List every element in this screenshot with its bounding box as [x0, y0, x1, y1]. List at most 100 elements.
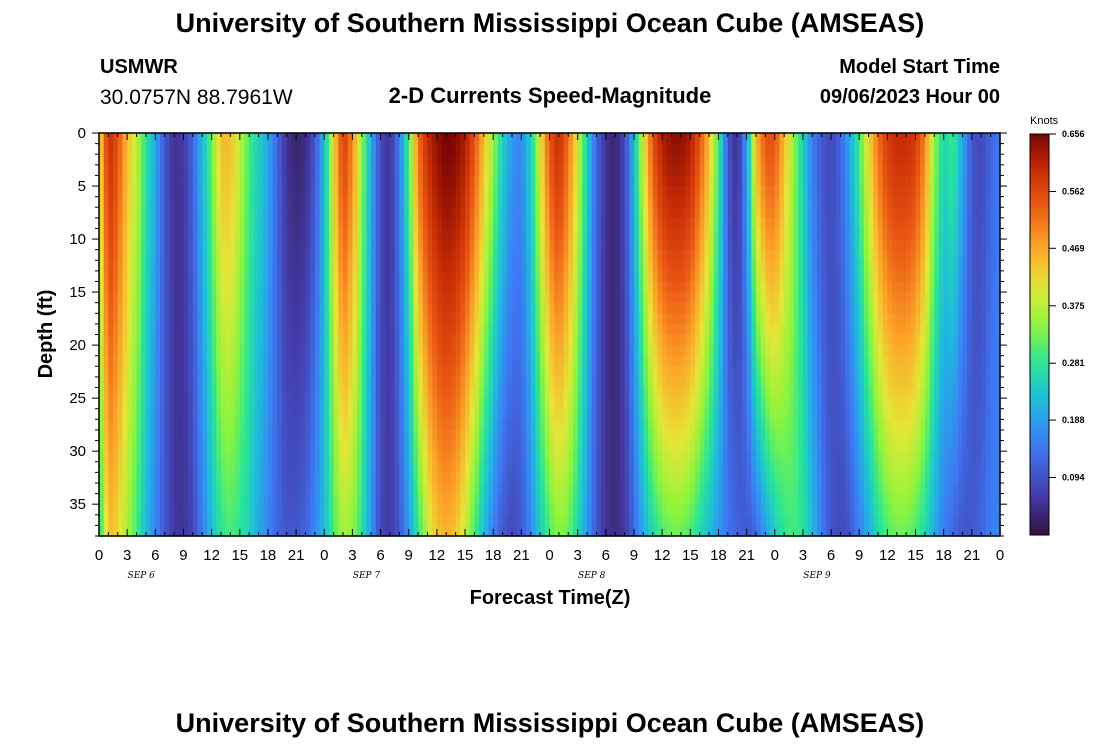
heat-cell — [253, 239, 260, 251]
heat-cell — [371, 260, 377, 272]
heat-cell — [591, 217, 598, 230]
heat-cell — [488, 323, 494, 336]
heat-cell — [591, 482, 598, 495]
heat-cell — [450, 355, 457, 367]
heat-cell — [549, 419, 555, 431]
heat-cell — [615, 504, 621, 516]
heat-cell — [333, 249, 339, 261]
heat-cell — [450, 493, 457, 505]
heat-cell — [479, 196, 485, 208]
heat-cell — [314, 345, 321, 357]
heat-cell — [577, 186, 583, 198]
heat-cell — [169, 355, 175, 367]
heat-cell — [657, 281, 663, 293]
heat-cell — [441, 196, 447, 208]
heat-cell — [413, 196, 419, 208]
heat-cell — [709, 461, 715, 473]
heat-cell — [521, 376, 527, 389]
heat-cell — [699, 196, 705, 208]
heat-cell — [371, 207, 377, 219]
heat-cell — [314, 408, 321, 420]
heat-cell — [516, 228, 522, 240]
heat-cell — [582, 408, 588, 420]
heat-cell — [413, 429, 419, 442]
heat-cell — [253, 451, 260, 463]
heat-cell — [216, 398, 222, 410]
heat-cell — [145, 186, 152, 198]
heat-cell — [150, 472, 156, 484]
heat-cell — [300, 196, 307, 208]
heat-cell — [605, 239, 612, 251]
heat-cell — [380, 175, 386, 187]
heat-cell — [183, 493, 189, 505]
heat-cell — [117, 355, 124, 367]
heat-cell — [202, 302, 208, 314]
heat-cell — [615, 514, 621, 526]
heat-cell — [540, 175, 546, 187]
heat-cell — [694, 217, 701, 230]
heat-cell — [361, 260, 368, 272]
heat-cell — [319, 345, 325, 357]
heat-cell — [145, 313, 152, 325]
heat-cell — [516, 334, 522, 346]
heat-cell — [347, 398, 353, 410]
heat-cell — [605, 313, 612, 325]
heat-cell — [483, 345, 490, 357]
heat-cell — [648, 504, 654, 516]
heat-cell — [511, 398, 518, 410]
heat-cell — [389, 514, 396, 526]
heat-cell — [174, 281, 180, 293]
heat-cell — [436, 292, 443, 304]
heat-cell — [155, 239, 161, 251]
heat-cell — [511, 355, 518, 367]
heat-cell — [352, 186, 358, 198]
heat-cell — [483, 461, 490, 473]
heat-cell — [511, 249, 518, 261]
heat-cell — [460, 323, 466, 336]
heat-cell — [530, 292, 537, 304]
heat-cell — [493, 514, 499, 526]
heat-cell — [638, 323, 644, 336]
heat-cell — [694, 249, 701, 261]
heat-cell — [174, 482, 180, 495]
heat-cell — [511, 440, 518, 452]
heat-cell — [366, 292, 372, 304]
heat-cell — [432, 387, 438, 399]
heat-cell — [633, 196, 640, 208]
heat-cell — [291, 419, 297, 431]
heat-cell — [155, 345, 161, 357]
heat-cell — [188, 376, 194, 389]
heat-cell — [108, 292, 114, 304]
heat-cell — [314, 217, 321, 230]
heat-cell — [375, 440, 382, 452]
heat-cell — [221, 143, 227, 155]
heat-cell — [314, 175, 321, 187]
heat-cell — [511, 493, 518, 505]
heat-cell — [427, 323, 433, 336]
heat-cell — [366, 376, 372, 389]
heat-cell — [460, 281, 466, 293]
heat-cell — [174, 292, 180, 304]
heat-cell — [192, 186, 199, 198]
heat-cell — [591, 440, 598, 452]
heat-cell — [267, 175, 274, 187]
heat-cell — [418, 440, 424, 452]
heat-cell — [300, 451, 307, 463]
heat-cell — [286, 525, 292, 537]
heat-cell — [483, 514, 490, 526]
heat-cell — [239, 186, 246, 198]
heat-cell — [432, 525, 438, 537]
heat-cell — [352, 228, 358, 240]
heat-cell — [601, 514, 607, 526]
heat-cell — [709, 482, 715, 495]
heat-cell — [99, 217, 105, 230]
heat-cell — [282, 376, 288, 389]
heat-cell — [389, 249, 396, 261]
heat-cell — [483, 281, 490, 293]
heat-cell — [122, 493, 128, 505]
heat-cell — [587, 440, 593, 452]
heat-cell — [103, 164, 109, 177]
heat-cell — [563, 366, 569, 378]
heat-cell — [347, 472, 353, 484]
heat-cell — [99, 398, 105, 410]
